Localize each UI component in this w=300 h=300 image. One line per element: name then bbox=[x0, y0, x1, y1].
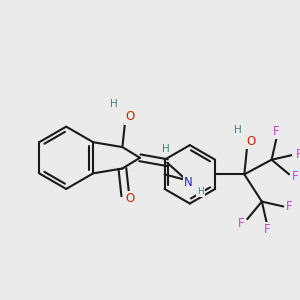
Text: O: O bbox=[125, 192, 135, 205]
Text: H: H bbox=[162, 144, 170, 154]
Text: O: O bbox=[125, 110, 135, 123]
Text: F: F bbox=[296, 148, 300, 161]
Text: H: H bbox=[110, 99, 118, 109]
Text: H: H bbox=[197, 188, 204, 196]
Text: F: F bbox=[292, 170, 298, 183]
Text: O: O bbox=[247, 135, 256, 148]
Text: F: F bbox=[286, 200, 292, 213]
Text: F: F bbox=[263, 223, 270, 236]
Text: H: H bbox=[234, 124, 242, 135]
Text: F: F bbox=[238, 218, 245, 230]
Text: N: N bbox=[184, 176, 193, 189]
Text: F: F bbox=[273, 125, 280, 138]
